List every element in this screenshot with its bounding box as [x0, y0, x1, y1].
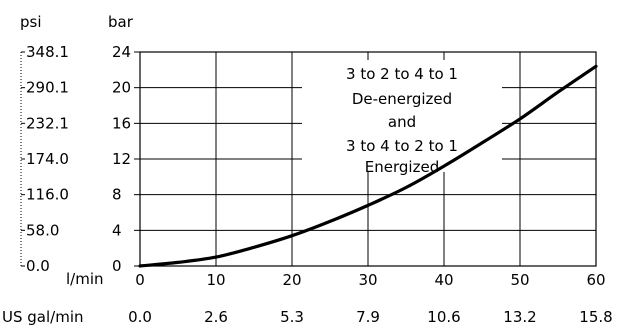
x-tick-label-secondary: 5.3 — [280, 308, 304, 326]
y-tick-label-bar: 12 — [112, 150, 131, 168]
annotation-line: Energized — [365, 158, 439, 176]
y-tick-label-psi: 174.0 — [26, 150, 69, 168]
x-tick-label-secondary: 10.6 — [427, 308, 460, 326]
y-tick-label-bar: 20 — [112, 79, 131, 97]
annotation-line: and — [388, 113, 416, 131]
x-unit-lpm: l/min — [66, 270, 104, 288]
y-tick-label-bar: 24 — [112, 43, 131, 61]
annotation-text: 3 to 2 to 4 to 1 De-energized and 3 to 4 to… — [346, 65, 458, 176]
plot-frame — [139, 51, 597, 267]
x-tick-label-secondary: 15.8 — [579, 308, 612, 326]
y-tick-label-bar: 16 — [112, 114, 131, 132]
y-tick-label-psi: 290.1 — [26, 79, 69, 97]
x-tick-label: 30 — [358, 271, 377, 289]
annotation-background — [302, 60, 502, 172]
x-tick-label-secondary: 7.9 — [356, 308, 380, 326]
x-tick-label: 40 — [434, 271, 453, 289]
x-tick-label: 50 — [510, 271, 529, 289]
x-unit-usgpm: US gal/min — [2, 308, 84, 326]
y-tick-label-psi: 232.1 — [26, 114, 69, 132]
y-tick-label-bar: 4 — [112, 221, 122, 239]
y-unit-psi: psi — [20, 13, 42, 31]
y-tick-label-psi: 348.1 — [26, 43, 69, 61]
x-tick-label-secondary: 13.2 — [503, 308, 536, 326]
x-tick-label-secondary: 2.6 — [204, 308, 228, 326]
annotation-line: De-energized — [352, 90, 452, 108]
y-tick-label-psi: 58.0 — [26, 221, 59, 239]
series-line — [138, 64, 598, 268]
x-tick-label: 20 — [282, 271, 301, 289]
y-unit-bar: bar — [108, 13, 134, 31]
x-tick-label: 60 — [586, 271, 605, 289]
annotation-line: 3 to 2 to 4 to 1 — [346, 65, 458, 83]
y-tick-label-bar: 0 — [112, 257, 122, 275]
y-tick-label-psi: 116.0 — [26, 186, 69, 204]
annotation-line: 3 to 4 to 2 to 1 — [346, 137, 458, 155]
y-tick-label-psi: 0.0 — [26, 257, 50, 275]
x-tick-label: 10 — [206, 271, 225, 289]
tick-label-layer: 0 0.0 10 2.6 20 5.3 30 7.9 40 10.6 50 13.2 60 15.8 0 0.… — [26, 43, 613, 326]
y-tick-label-bar: 8 — [112, 186, 122, 204]
x-tick-label-secondary: 0.0 — [128, 308, 152, 326]
x-tick-label: 0 — [135, 271, 145, 289]
